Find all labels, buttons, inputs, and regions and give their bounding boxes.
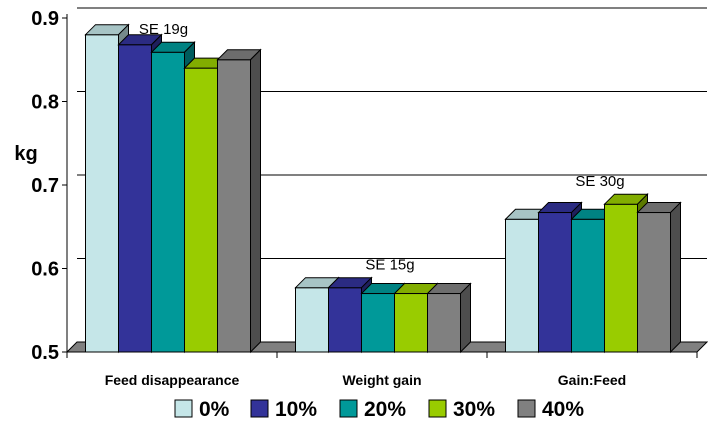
bar: [362, 294, 395, 352]
bar: [119, 45, 152, 352]
bar: [296, 288, 329, 352]
y-tick-label: 0.8: [31, 92, 59, 114]
bar-side: [251, 50, 261, 352]
legend-label: 0%: [199, 398, 230, 421]
bar: [329, 288, 362, 352]
y-tick-label: 0.7: [31, 175, 59, 197]
se-annotation: SE 30g: [575, 173, 624, 190]
bar: [218, 60, 251, 352]
y-tick-label: 0.5: [31, 342, 59, 364]
bar: [395, 294, 428, 352]
legend-swatch: [251, 400, 268, 417]
y-axis-label: kg: [14, 143, 37, 165]
bar-side: [461, 284, 471, 352]
bar-side: [671, 203, 681, 352]
x-category-label: Gain:Feed: [558, 372, 626, 388]
bar: [539, 213, 572, 352]
bar: [572, 219, 605, 352]
legend-label: 30%: [453, 398, 495, 421]
y-tick-label: 0.6: [31, 259, 59, 281]
y-tick-label: 0.9: [31, 8, 59, 30]
legend-label: 20%: [364, 398, 406, 421]
legend-label: 10%: [275, 398, 317, 421]
bar: [185, 68, 218, 352]
bar: [605, 204, 638, 352]
bar: [506, 219, 539, 352]
bar: [638, 213, 671, 352]
se-annotation: SE 19g: [139, 21, 188, 38]
legend-swatch: [429, 400, 446, 417]
bar: [152, 52, 185, 352]
bar: [86, 35, 119, 352]
legend-swatch: [518, 400, 535, 417]
se-annotation: SE 15g: [365, 257, 414, 274]
x-category-label: Weight gain: [342, 372, 421, 388]
legend-swatch: [175, 400, 192, 417]
bar: [428, 294, 461, 352]
legend-swatch: [340, 400, 357, 417]
x-category-label: Feed disappearance: [105, 372, 240, 388]
legend-label: 40%: [542, 398, 584, 421]
